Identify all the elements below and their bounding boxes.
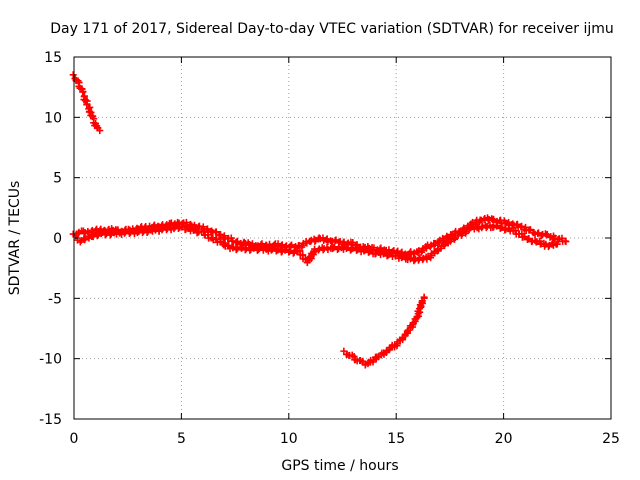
y-tick-label: 5	[53, 171, 62, 187]
data-point	[151, 226, 159, 234]
data-point	[553, 240, 561, 248]
data-point	[208, 227, 216, 235]
data-point	[413, 314, 421, 322]
x-tick-label: 20	[495, 431, 513, 447]
data-point	[267, 246, 275, 254]
y-tick-label: -10	[39, 352, 62, 368]
data-point	[420, 293, 428, 301]
data-point	[330, 244, 338, 252]
data-point	[347, 245, 355, 253]
data-point	[79, 88, 87, 96]
data-point	[106, 231, 114, 239]
series-arc-late	[340, 293, 428, 369]
data-point	[277, 248, 285, 256]
series-main-track-lower	[73, 221, 561, 267]
data-point	[562, 238, 570, 246]
grid-lines	[74, 57, 611, 419]
y-axis-label: SDTVAR / TECUs	[7, 181, 23, 296]
data-point	[334, 245, 342, 253]
x-tick-label: 10	[280, 431, 298, 447]
data-point	[187, 220, 195, 228]
data-points	[69, 71, 570, 369]
y-tick-label: 10	[44, 110, 62, 126]
series-arc-early	[69, 71, 104, 135]
data-point	[254, 245, 262, 253]
axis-ticks: 0 5 10 15 20 25 -15 -10 -5 0 5 10 15	[39, 50, 620, 447]
data-point	[69, 71, 77, 79]
y-tick-label: -5	[48, 291, 62, 307]
data-point	[422, 244, 430, 252]
x-tick-label: 5	[177, 431, 186, 447]
data-point	[286, 247, 294, 255]
data-point	[342, 244, 350, 252]
data-point	[143, 229, 151, 237]
data-point	[272, 247, 280, 255]
data-point	[93, 232, 101, 240]
x-tick-label: 15	[387, 431, 405, 447]
chart-title: Day 171 of 2017, Sidereal Day-to-day VTE…	[50, 21, 614, 37]
data-point	[225, 241, 233, 249]
x-tick-label: 0	[70, 431, 79, 447]
y-tick-label: -15	[39, 412, 62, 428]
data-point	[96, 127, 104, 135]
x-axis-label: GPS time / hours	[281, 458, 398, 474]
x-tick-label: 25	[602, 431, 620, 447]
data-point	[289, 249, 297, 257]
y-tick-label: 15	[44, 50, 62, 66]
data-point	[246, 246, 254, 254]
y-tick-label: 0	[53, 231, 62, 247]
